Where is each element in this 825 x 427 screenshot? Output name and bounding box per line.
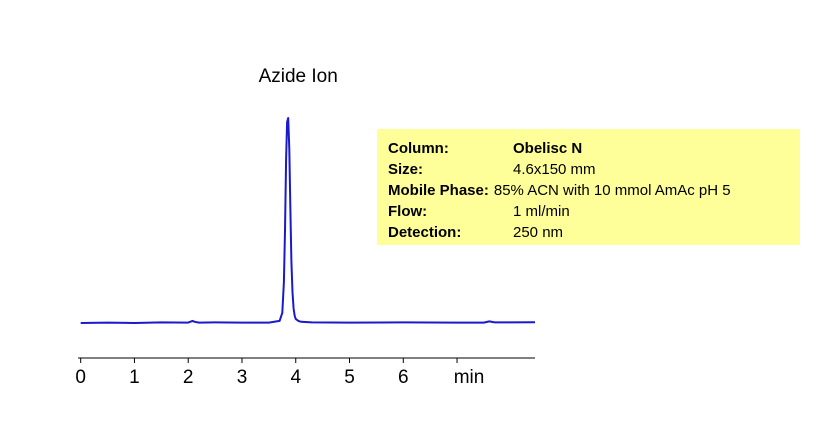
- info-key: Mobile Phase:: [388, 182, 489, 199]
- peak-label: Azide Ion: [259, 66, 338, 87]
- x-axis-tick-label: 2: [183, 367, 194, 388]
- plot-area: [80, 117, 536, 324]
- x-axis-tick-label: 0: [75, 367, 86, 388]
- info-value: 1 ml/min: [513, 203, 570, 220]
- info-value: 250 nm: [513, 224, 564, 241]
- info-key: Flow:: [388, 203, 428, 220]
- x-axis-tick-label: 1: [129, 367, 140, 388]
- info-row-mobile-phase: Mobile Phase: 85% ACN with 10 mmol AmAc …: [388, 180, 800, 201]
- x-axis-tick-label: 6: [398, 367, 409, 388]
- method-info-box: Column: Obelisc N Size: 4.6x150 mm Mobil…: [377, 129, 800, 245]
- info-value: Obelisc N: [513, 140, 583, 157]
- x-axis: 0 1 2 3 4 5 6: [75, 357, 535, 388]
- info-value: 85% ACN with 10 mmol AmAc pH 5: [493, 182, 731, 199]
- chromatogram-trace: [80, 117, 536, 324]
- x-axis-tick-label: 4: [290, 367, 301, 388]
- info-row-flow: Flow: 1 ml/min: [388, 201, 800, 222]
- info-row-detection: Detection: 250 nm: [388, 222, 800, 243]
- info-value: 4.6x150 mm: [513, 161, 596, 178]
- info-row-size: Size: 4.6x150 mm: [388, 159, 800, 180]
- info-key: Size:: [388, 161, 424, 178]
- x-axis-unit-label: min: [454, 367, 485, 388]
- info-row-column: Column: Obelisc N: [388, 138, 800, 159]
- x-axis-tick-label: 3: [237, 367, 248, 388]
- info-key: Detection:: [388, 224, 462, 241]
- x-axis-tick-label: 5: [344, 367, 355, 388]
- info-key: Column:: [388, 140, 449, 157]
